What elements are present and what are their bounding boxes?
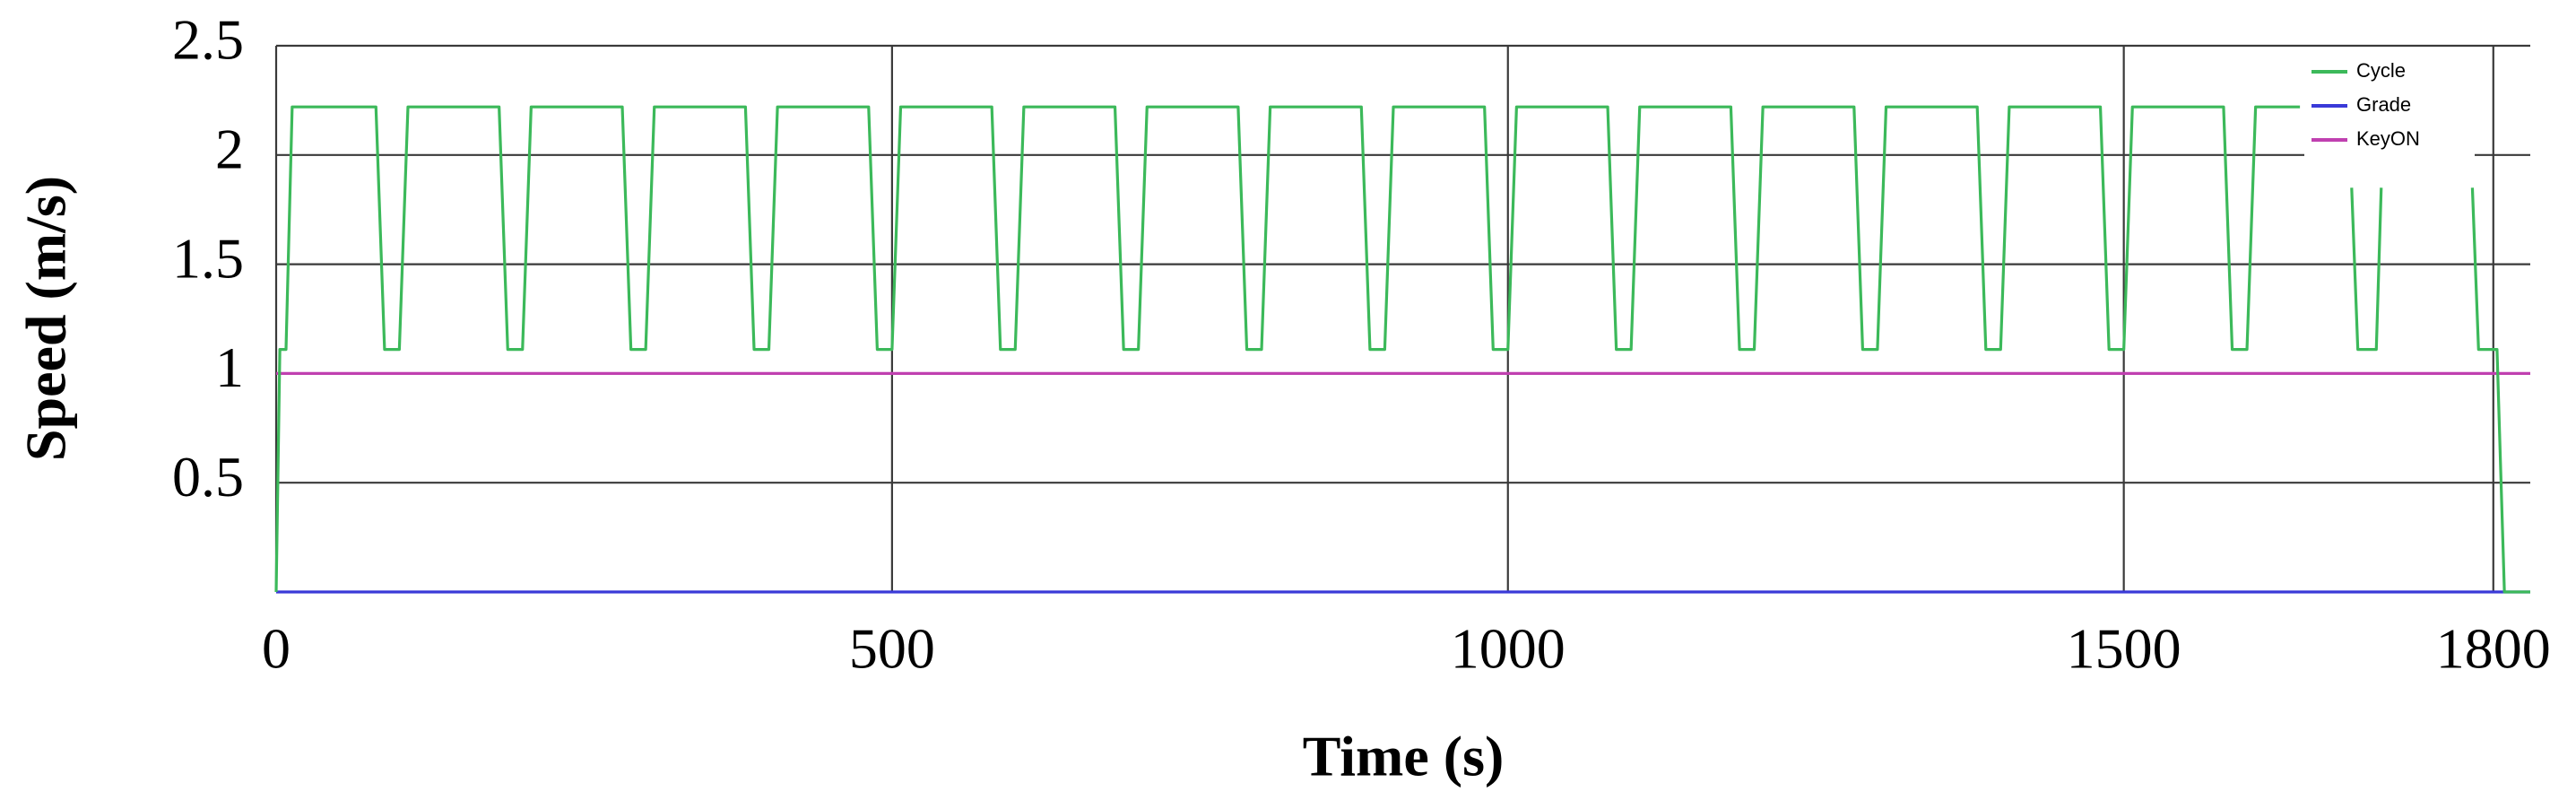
y-tick-label: 2.5	[172, 8, 244, 72]
x-tick-label: 500	[849, 617, 935, 681]
legend-label: KeyON	[2356, 127, 2420, 150]
x-tick-label: 0	[262, 617, 291, 681]
y-tick-label: 1	[215, 335, 244, 399]
y-tick-label: 2	[215, 117, 244, 180]
legend-label: Grade	[2356, 93, 2411, 116]
x-tick-label: 1500	[2067, 617, 2181, 681]
legend: Cycle Grade KeyON	[2304, 52, 2475, 160]
x-tick-label: 1800	[2436, 617, 2551, 681]
y-axis-title: Speed (m/s)	[14, 176, 78, 461]
x-axis-title: Time (s)	[1303, 725, 1505, 788]
x-tick-label: 1000	[1451, 617, 1566, 681]
series-line	[274, 105, 2530, 594]
y-tick-label: 1.5	[172, 226, 244, 290]
y-tick-label: 0.5	[172, 445, 244, 509]
legend-label: Cycle	[2356, 59, 2406, 82]
